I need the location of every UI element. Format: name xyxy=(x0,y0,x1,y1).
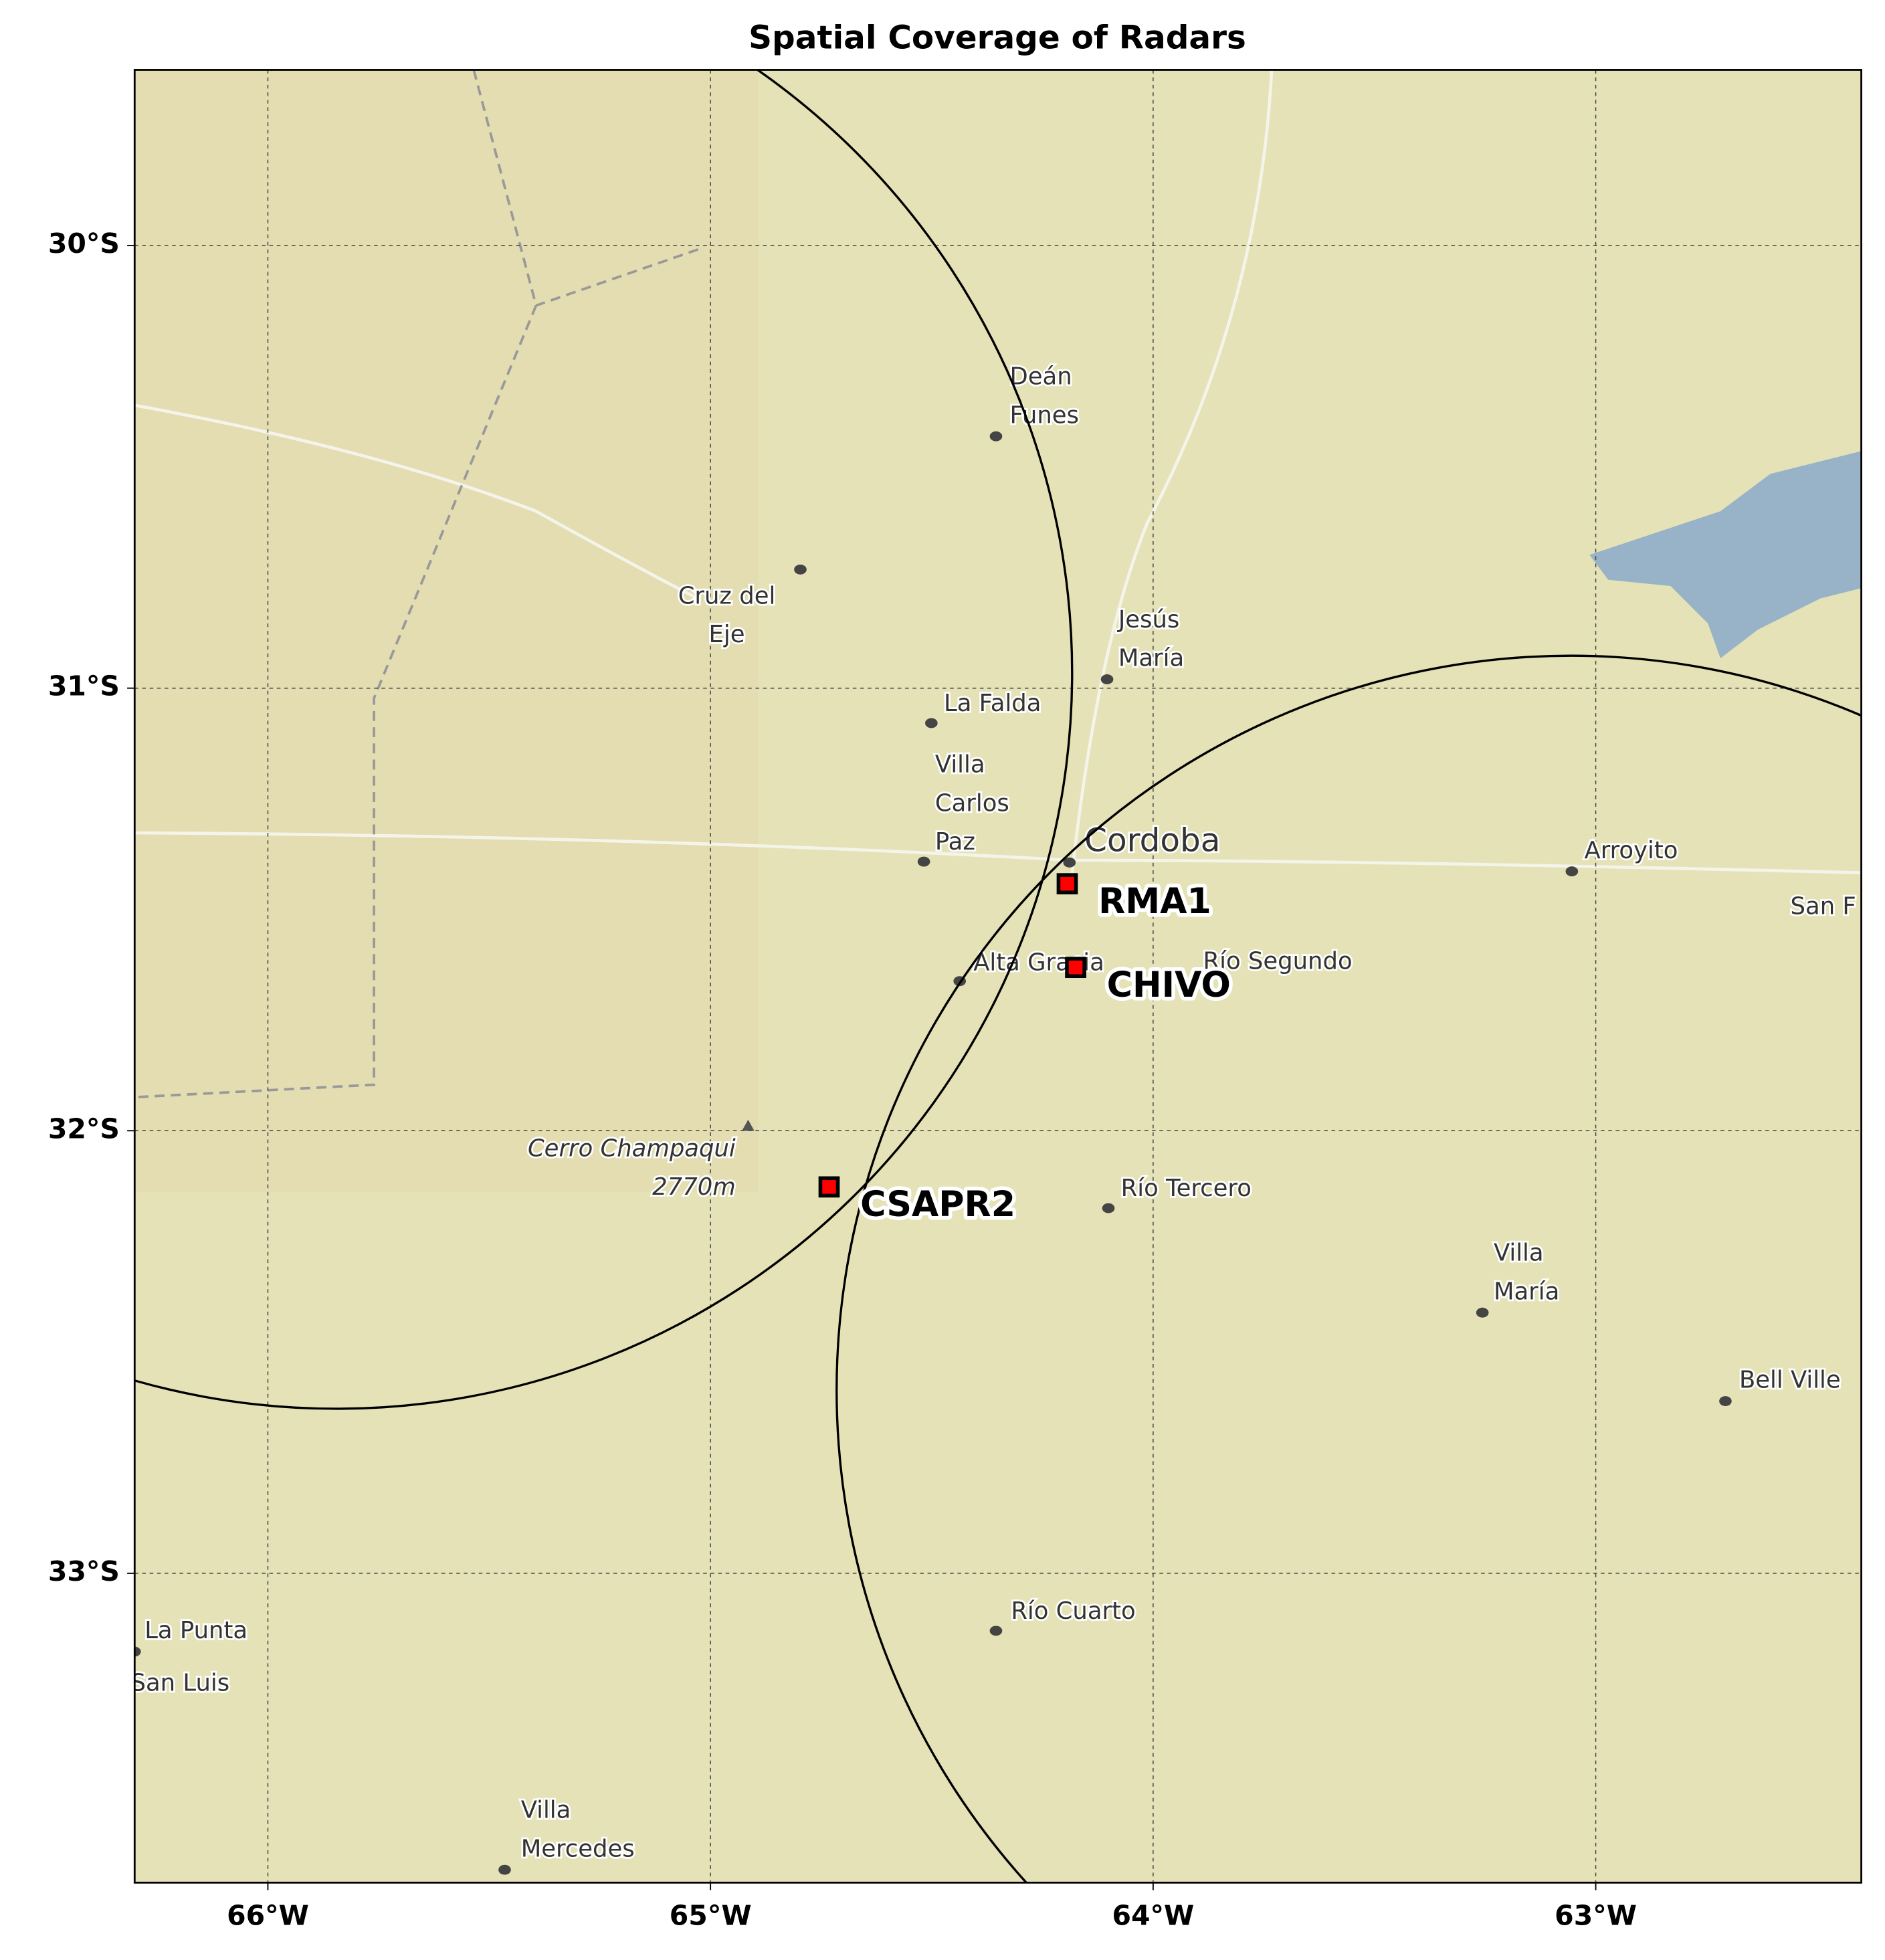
chart-title: Spatial Coverage of Radars xyxy=(749,19,1246,57)
place-dot xyxy=(1476,1307,1489,1318)
place-dot xyxy=(1100,674,1114,684)
place-label: María xyxy=(1118,645,1184,672)
place-dot xyxy=(1864,906,1877,916)
place-label: Villa xyxy=(1494,1240,1544,1267)
lake xyxy=(1589,451,1862,659)
place-label: Arroyito xyxy=(1584,837,1678,864)
place-label: Villa xyxy=(935,751,985,779)
basemap xyxy=(134,70,1862,1883)
place-label: La Punta xyxy=(144,1617,247,1644)
place-dot xyxy=(134,1646,141,1657)
peak-marker xyxy=(742,1119,755,1131)
coverage-circle xyxy=(134,70,1074,1410)
place-label: Mercedes xyxy=(521,1835,635,1862)
place-label: Paz xyxy=(935,828,975,856)
place-label: Carlos xyxy=(935,789,1009,817)
radar-marker xyxy=(1065,957,1086,979)
place-dot xyxy=(989,1626,1003,1636)
y-tick-label: 31°S xyxy=(48,670,120,702)
y-tick-label: 32°S xyxy=(48,1112,120,1145)
place-label: San Luis xyxy=(130,1670,229,1697)
radar-label: CSAPR2 xyxy=(860,1185,1015,1225)
x-tick-label: 63°W xyxy=(1555,1900,1637,1932)
place-dot xyxy=(1063,857,1076,868)
place-dot xyxy=(989,431,1003,442)
place-label: 2770m xyxy=(652,1173,736,1201)
roads xyxy=(134,70,1862,875)
radar-label: CHIVO xyxy=(1107,965,1231,1005)
dry-area xyxy=(134,70,759,1192)
place-dot xyxy=(498,1864,511,1875)
radar-marker xyxy=(1056,873,1078,894)
overlay: 66°W 65°W 64°W 63°W 30°S 31°S 32°S 33°S xyxy=(48,227,1637,1931)
y-tick-label: 33°S xyxy=(48,1555,120,1587)
place-label: Bell Ville xyxy=(1739,1367,1841,1394)
x-tick-label: 65°W xyxy=(670,1900,752,1932)
place-label: Deán xyxy=(1009,363,1072,391)
place-label: Río Segundo xyxy=(1203,947,1353,975)
radar-label: RMA1 xyxy=(1098,882,1211,922)
place-dot xyxy=(1719,1396,1732,1406)
place-label: Cerro Champaqui xyxy=(528,1135,736,1162)
radar-marker xyxy=(818,1176,840,1198)
place-label: La Falda xyxy=(944,690,1041,717)
place-label: Funes xyxy=(1009,401,1079,429)
place-label: Río Cuarto xyxy=(1011,1597,1135,1625)
coverage-circle xyxy=(835,654,1862,1883)
place-label: Río Tercero xyxy=(1121,1175,1252,1202)
place-dot xyxy=(917,856,930,867)
place-label: Jesús xyxy=(1117,606,1180,633)
place-label: María xyxy=(1494,1278,1559,1305)
place-dot xyxy=(1565,866,1579,877)
borders xyxy=(134,70,699,1099)
place-dot xyxy=(925,718,938,728)
place-label: Cruz del xyxy=(678,582,776,609)
place-dot xyxy=(106,1677,118,1687)
place-label: Cordoba xyxy=(1084,822,1220,860)
place-dot xyxy=(794,564,807,575)
x-tick-label: 66°W xyxy=(227,1900,309,1932)
plot-frame xyxy=(133,69,1862,1884)
x-tick-label: 64°W xyxy=(1112,1900,1194,1932)
place-dot xyxy=(1102,1203,1115,1213)
place-label: Eje xyxy=(709,621,745,648)
y-tick-label: 30°S xyxy=(48,227,120,260)
place-label: Villa xyxy=(521,1797,571,1824)
place-label: San F xyxy=(1791,893,1856,920)
